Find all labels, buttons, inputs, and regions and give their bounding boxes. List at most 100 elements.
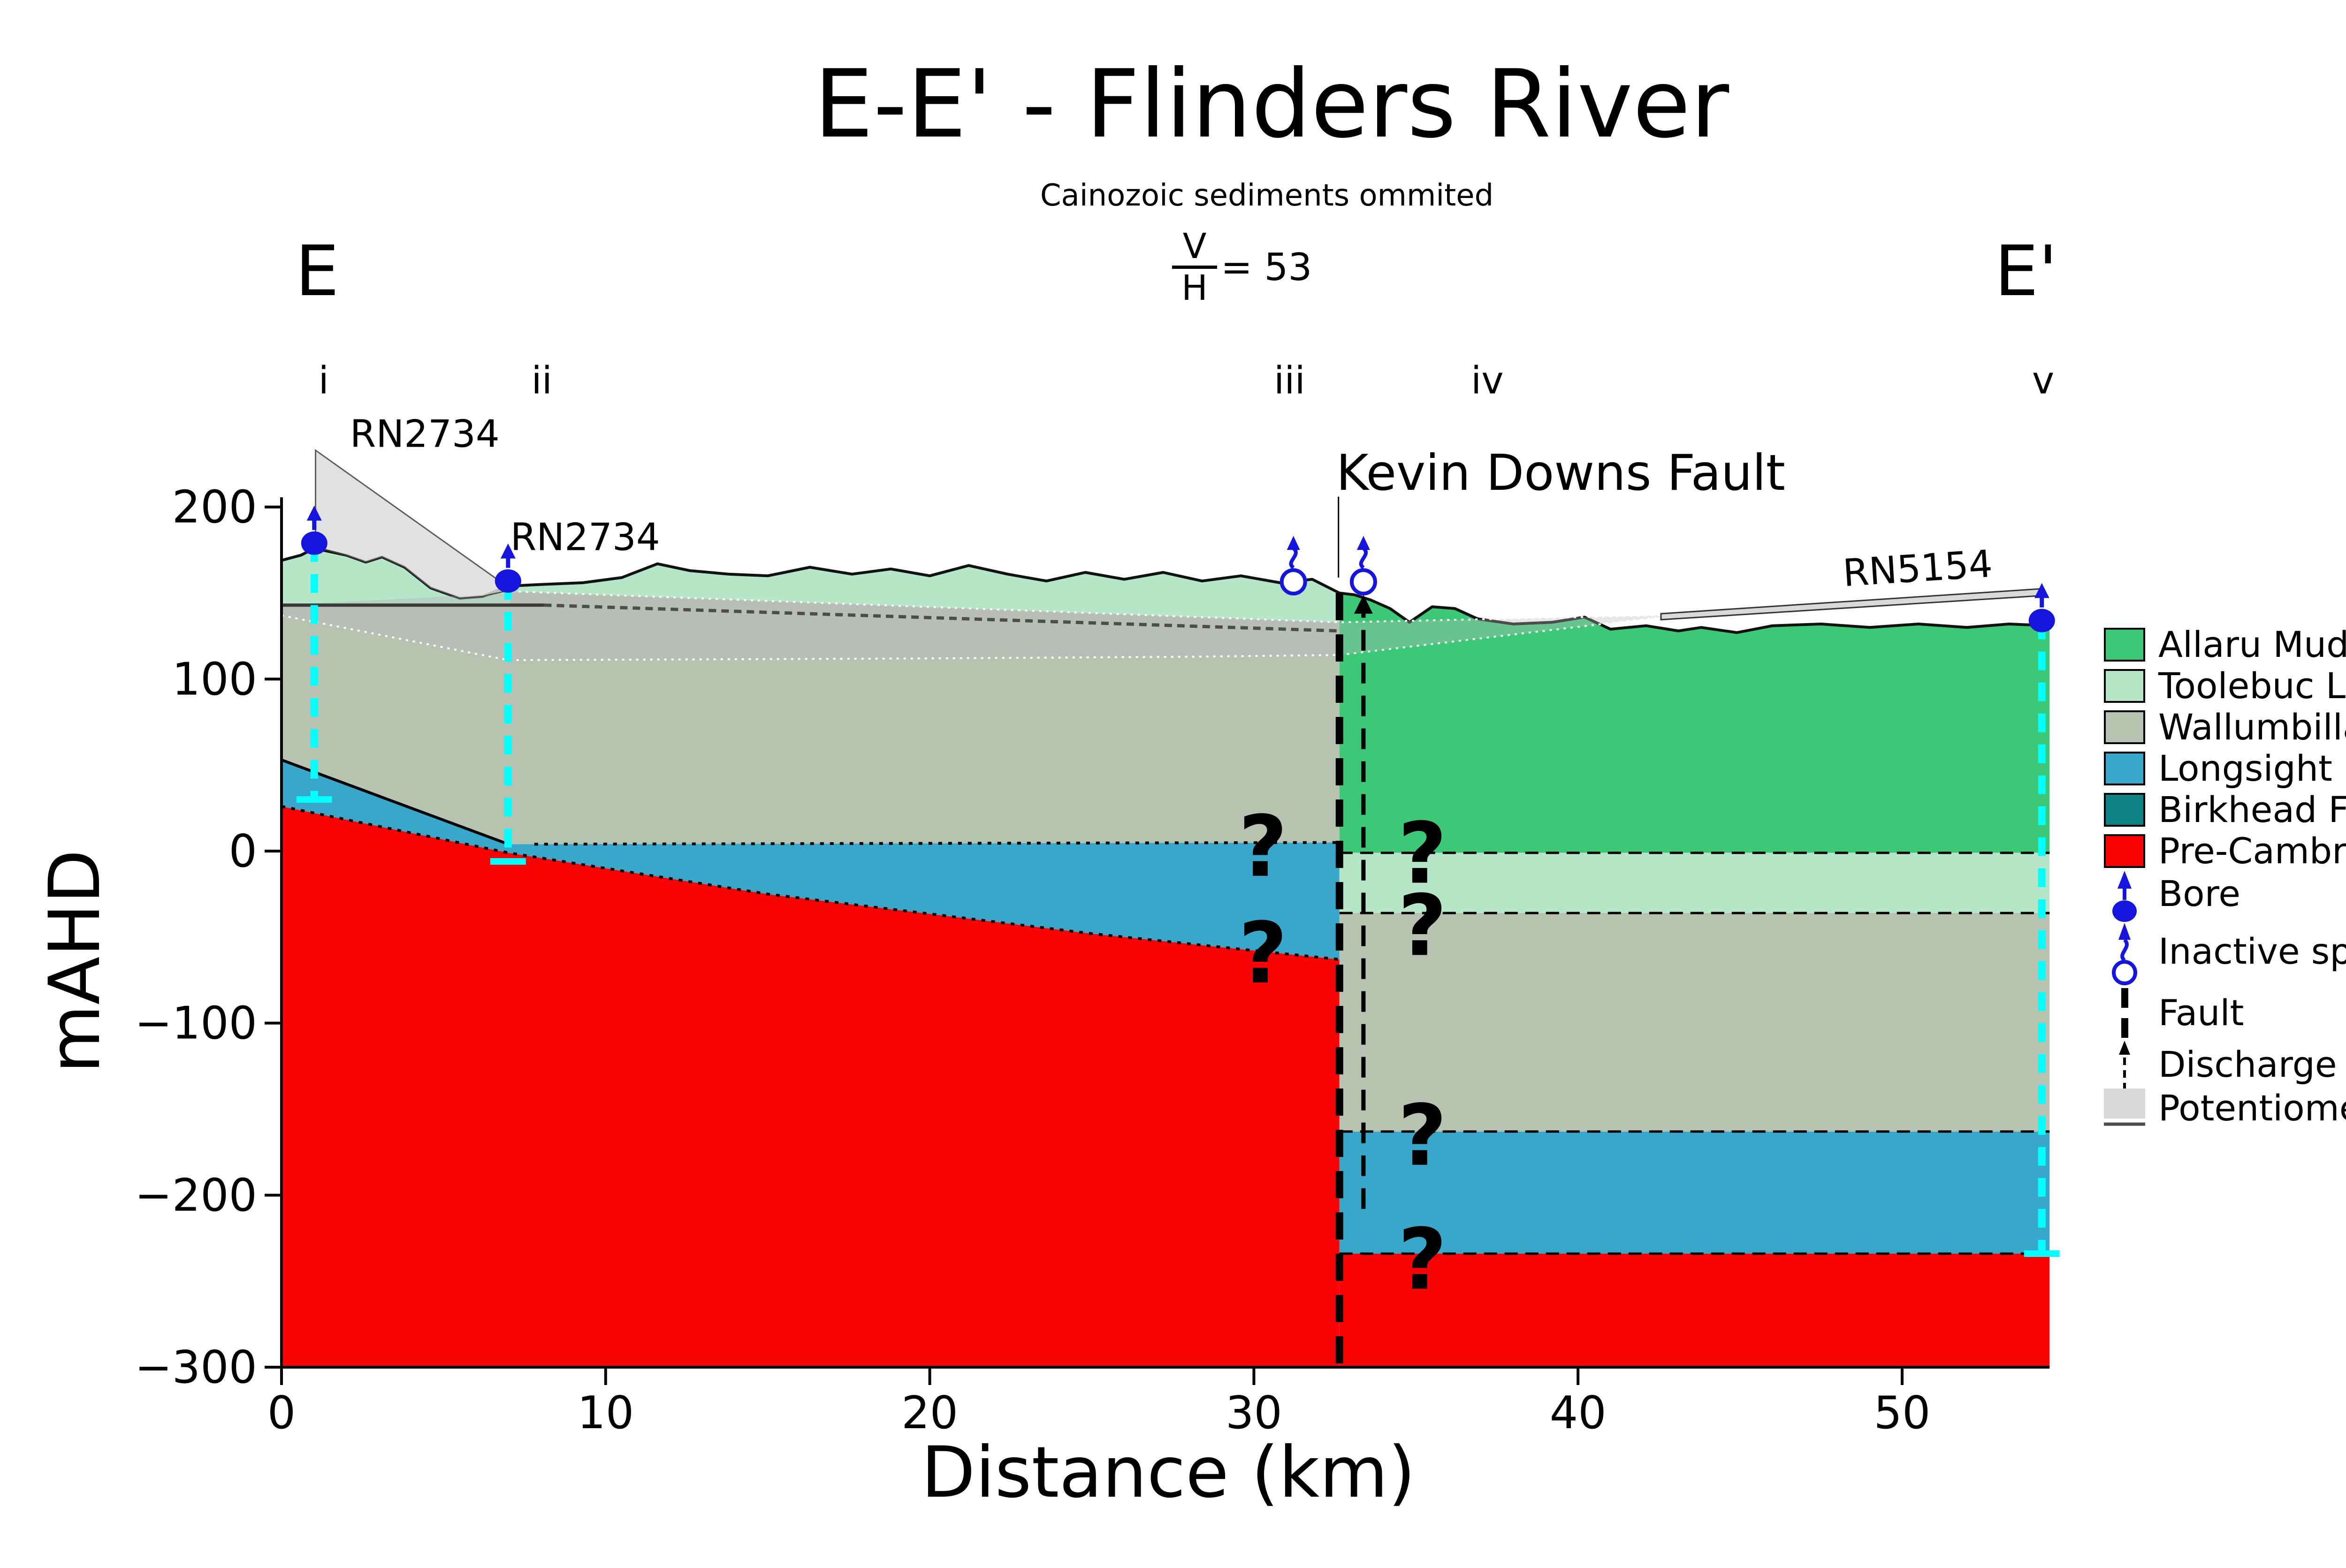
layer-longsight-right [1339,1131,2050,1254]
legend-label: Potentiometric surface (mADH) [2158,1087,2346,1129]
y-tick-label: 0 [229,826,257,877]
potentiometric-line-dashed [544,603,1340,633]
x-tick-label: 50 [1874,1387,1931,1439]
discharge-arrow-head [1354,594,1373,614]
question-mark-right-1: ? [1398,877,1447,975]
question-mark-right-2: ? [1398,1087,1447,1185]
basalt-top-dotted [281,805,1340,961]
page-title: E-E' - Flinders River [814,50,1729,159]
transect-numeral-ii: ii [531,359,552,403]
bore-label-RN2734: RN2734 [350,412,500,456]
legend-symbol [2104,1088,2145,1126]
bore-toe-cap [2024,1250,2060,1257]
longsight-top-solid [281,758,509,846]
section-end-label: E' [1994,231,2058,312]
legend-label: Discharge [2158,1043,2337,1085]
legend-spring-icon [2101,916,2148,987]
legend-item-wallumbilla-formation: Wallumbilla Formation [2101,709,2346,745]
y-tick-label: 200 [172,482,257,533]
legend-symbol [2112,923,2137,985]
layer-basalt-right [1339,1254,2050,1367]
legend-label: Birkhead Formation [2158,789,2346,830]
legend-item-discharge: Discharge [2101,1034,2337,1095]
legend-label: Inactive springs [2158,930,2346,972]
bore-marker [301,531,328,555]
longsight-top-dotted [534,841,1340,846]
vh-fraction-bar [1172,266,1217,269]
bore-arrow-head [2034,583,2049,598]
legend-swatch [2101,752,2148,785]
y-tick-label: −200 [135,1170,257,1221]
inactive-spring-arrow-head [1356,536,1370,550]
y-tick-label: −100 [135,998,257,1050]
legend-item-toolebuc-limestone: Toolebuc Limestone [2101,668,2346,704]
color-swatch [2104,752,2145,785]
question-mark-right-0: ? [1398,805,1447,903]
terrain-line-right [1339,592,2050,634]
layer-longsight-left [282,760,1340,959]
layer-wallumbilla-right [1339,913,2050,1132]
springs [1280,536,1377,596]
vh-numerator: V [1182,226,1207,266]
color-swatch [2104,710,2145,744]
legend-item-potentiometric-surface-madh: Potentiometric surface (mADH) [2101,1085,2346,1132]
bore-marker [495,569,521,593]
inactive-spring-wavy-arrow [1289,547,1298,570]
bore-arrow-head [500,543,516,559]
legend-item-pre-cambrian-basalt: Pre-Cambrian Basalt (?) [2101,833,2346,869]
vh-denominator: H [1181,268,1208,308]
legend-swatch [2101,628,2148,662]
legend-label: Bore [2158,873,2240,914]
inactive-spring-circle [1280,568,1307,596]
legend-item-inactive-springs: Inactive springs [2101,916,2346,987]
y-tick-label: −300 [135,1342,257,1393]
legend-label: Fault [2158,992,2244,1034]
question-mark-right-3: ? [1398,1211,1447,1309]
fault-and-discharge [1335,496,1373,1368]
legend-label: Wallumbilla Formation [2158,706,2346,748]
potentiometric-white-lower [281,614,1661,662]
potentiometric-white-upper [511,590,1661,624]
legend-label: Allaru Mudstone [2158,624,2346,665]
bore-marker [2028,609,2055,632]
legend-swatch [2101,669,2148,703]
bores [296,505,2060,1257]
legend-label: Longsight Sandstone [2158,747,2346,789]
legend-item-longsight-sandstone: Longsight Sandstone [2101,751,2346,786]
bore-label-RN2734: RN2734 [510,515,660,559]
vh-fraction: V H [1172,229,1217,305]
legend-bore-icon [2101,863,2148,924]
subtitle: Cainozoic sediments ommited [1040,178,1494,213]
layer-basalt-left [282,806,1340,1367]
y-tick-label: 100 [172,654,257,705]
layer-toolebuc-left [282,548,1340,623]
transect-numeral-v: v [2032,359,2054,403]
transect-numeral-iii: iii [1274,359,1305,403]
inactive-spring-wavy-arrow [1359,547,1368,570]
legend-item-bore: Bore [2101,863,2240,924]
bore-toe-cap [296,796,332,803]
section-start-label: E [295,231,339,312]
geology-layers [282,548,2050,1367]
legend-label: Toolebuc Limestone [2158,665,2346,707]
legend-item-fault: Fault [2101,982,2244,1043]
color-swatch [2104,834,2145,868]
question-mark-left-0: ? [1239,798,1287,896]
color-swatch [2104,628,2145,662]
fault-label: Kevin Downs Fault [1336,444,1785,502]
layer-toolebuc-right [1339,853,2050,913]
vh-ratio: V H = 53 [1172,229,1312,305]
x-axis-title: Distance (km) [921,1432,1416,1514]
color-swatch [2104,793,2145,827]
legend-surface-icon [2101,1085,2148,1132]
inactive-spring-circle [1349,568,1377,596]
potentiometric-surfaces [281,449,2043,662]
legend-label: Pre-Cambrian Basalt (?) [2158,830,2346,872]
legend-item-birkhead-formation: Birkhead Formation [2101,792,2346,828]
legend: Allaru MudstoneToolebuc LimestoneWallumb… [2101,624,2346,1140]
legend-item-allaru-mudstone: Allaru Mudstone [2101,627,2346,662]
bore-label-RN5154: RN5154 [1842,542,1994,595]
